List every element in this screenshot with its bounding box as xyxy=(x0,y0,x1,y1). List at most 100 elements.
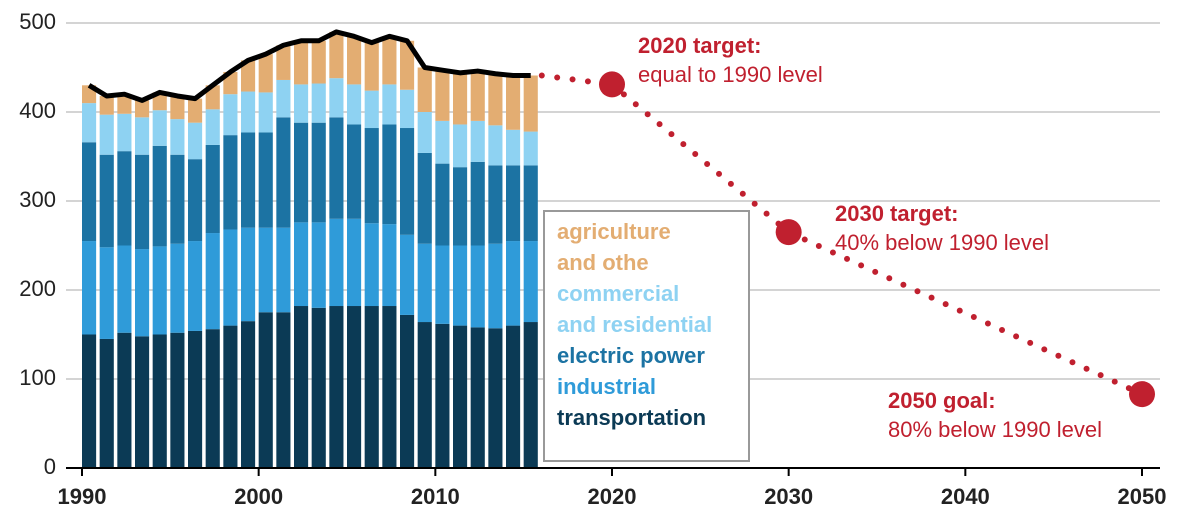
bar-segment xyxy=(276,117,291,228)
legend-entry: agriculture and othe xyxy=(557,219,671,275)
bar-segment xyxy=(329,31,344,79)
y-tick-label: 0 xyxy=(44,454,56,479)
bar-segment xyxy=(453,124,468,168)
bar-segment xyxy=(453,245,468,326)
bar-segment xyxy=(223,94,238,136)
bar-segment xyxy=(382,124,397,225)
bar-segment xyxy=(152,246,167,335)
bar-segment xyxy=(417,67,432,112)
bar-segment xyxy=(329,218,344,307)
bar-segment xyxy=(276,312,291,468)
bar-segment xyxy=(152,334,167,468)
bar-segment xyxy=(400,234,415,315)
bar-segment xyxy=(82,241,97,335)
bar-segment xyxy=(347,36,362,85)
bar-segment xyxy=(82,334,97,468)
bar-segment xyxy=(435,245,450,324)
bar-segment xyxy=(400,314,415,468)
bar-segment xyxy=(311,40,326,84)
bar-segment xyxy=(99,154,114,248)
bar-segment xyxy=(400,89,415,129)
annotation-title: 2030 target: xyxy=(835,201,959,226)
bar-segment xyxy=(435,70,450,121)
bar-segment xyxy=(453,325,468,468)
bar-segment xyxy=(188,159,203,242)
bar-segment xyxy=(523,322,538,468)
target-point xyxy=(599,71,625,98)
bar-segment xyxy=(99,95,114,115)
bar-segment xyxy=(506,241,521,326)
x-tick-label: 2010 xyxy=(411,484,460,509)
bar-segment xyxy=(294,122,309,223)
bar-segment xyxy=(170,332,185,468)
bar-segment xyxy=(294,40,309,85)
bar-segment xyxy=(117,245,132,333)
bar-segment xyxy=(453,167,468,246)
bar-segment xyxy=(135,249,150,337)
bar-segment xyxy=(205,109,220,145)
bar-segment xyxy=(82,103,97,143)
bar-segment xyxy=(347,218,362,307)
bar-segment xyxy=(347,84,362,125)
bar-segment xyxy=(294,306,309,468)
bar-segment xyxy=(470,71,485,121)
bar-segment xyxy=(506,325,521,468)
legend: agriculture and othe commercial and resid… xyxy=(543,210,750,462)
bar-segment xyxy=(488,243,503,329)
bar-segment xyxy=(364,306,379,468)
bar-segment xyxy=(506,165,521,242)
target-point xyxy=(1129,381,1155,408)
bar-segment xyxy=(241,60,256,92)
bar-segment xyxy=(311,122,326,223)
bar-segment xyxy=(435,323,450,468)
bar-segment xyxy=(241,132,256,228)
bar-segment xyxy=(205,233,220,330)
bar-segment xyxy=(488,125,503,166)
bar-segment xyxy=(188,330,203,468)
bar-segment xyxy=(135,100,150,118)
annotation-title: 2020 target: xyxy=(638,33,762,58)
y-tick-label: 200 xyxy=(19,276,56,301)
bar-segment xyxy=(241,321,256,468)
bar-segment xyxy=(99,114,114,155)
bar-segment xyxy=(188,122,203,160)
bar-segment xyxy=(488,73,503,126)
bar-segment xyxy=(417,112,432,153)
bar-segment xyxy=(506,129,521,166)
x-tick-label: 2020 xyxy=(588,484,637,509)
bar-segment xyxy=(276,79,291,118)
bar-segment xyxy=(294,222,309,307)
y-tick-label: 100 xyxy=(19,365,56,390)
bar-segment xyxy=(400,40,415,90)
bar-segment xyxy=(435,163,450,246)
bar-segment xyxy=(506,75,521,130)
bar-segment xyxy=(99,338,114,468)
bar-segment xyxy=(329,78,344,118)
y-tick-label: 500 xyxy=(19,9,56,34)
bar-segment xyxy=(170,95,185,120)
legend-entry: electric power xyxy=(557,343,705,368)
bar-segment xyxy=(382,224,397,307)
bar-segment xyxy=(435,120,450,164)
bar-segment xyxy=(117,94,132,114)
x-tick-label: 2000 xyxy=(234,484,283,509)
bar-segment xyxy=(205,144,220,234)
bar-segment xyxy=(135,154,150,250)
target-point xyxy=(775,219,802,246)
bar-segment xyxy=(382,36,397,85)
bar-segment xyxy=(135,336,150,468)
bar-segment xyxy=(188,98,203,123)
legend-entry: commercial and residential xyxy=(557,281,713,337)
bar-segment xyxy=(523,75,538,132)
legend-entry: industrial xyxy=(557,374,657,399)
bar-segment xyxy=(470,161,485,246)
legend-entry: transportation xyxy=(557,405,707,430)
bar-segment xyxy=(364,42,379,91)
y-tick-label: 400 xyxy=(19,98,56,123)
bar-segment xyxy=(382,306,397,468)
bar-segment xyxy=(152,145,167,247)
bar-segment xyxy=(311,307,326,468)
bar-segment xyxy=(258,92,273,133)
bar-segment xyxy=(417,152,432,244)
bar-segment xyxy=(364,128,379,224)
